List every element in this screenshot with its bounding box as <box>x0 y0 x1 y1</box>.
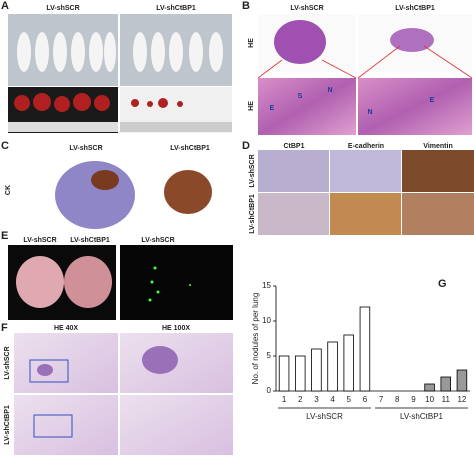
label: LV-shSCR <box>141 237 174 244</box>
group-label: LV-shCtBP1 <box>400 412 444 421</box>
panel-letter: E <box>1 230 8 242</box>
label: LV-shSCR <box>46 5 79 12</box>
y-tick-label: 5 <box>267 351 272 360</box>
region-mark: S <box>298 93 303 100</box>
lung <box>16 256 64 308</box>
x-tick-label: 12 <box>457 395 466 404</box>
zoom-line <box>321 59 357 79</box>
group-label: LV-shSCR <box>306 412 343 421</box>
bar <box>456 369 468 392</box>
row-label: LV-shSCR <box>249 154 256 187</box>
ihc <box>402 193 474 235</box>
mice <box>17 32 223 72</box>
label: LV-shCtBP1 <box>170 145 210 152</box>
lung-section <box>14 333 118 393</box>
ihc <box>258 193 329 235</box>
row-label: LV-shCtBP1 <box>249 194 256 234</box>
ihc <box>402 150 474 192</box>
x-tick-label: 11 <box>442 395 451 404</box>
label: LV-shCtBP1 <box>70 237 110 244</box>
lung-section <box>120 395 233 455</box>
x-tick-label: 6 <box>363 395 368 404</box>
label: LV-shCtBP1 <box>156 5 196 12</box>
nodule <box>37 364 53 376</box>
bar <box>327 341 338 392</box>
tissue <box>91 170 119 190</box>
panel-letter: D <box>242 140 250 152</box>
bar <box>294 355 306 392</box>
ruler <box>8 122 118 132</box>
y-axis-label: No. of nodules of per lung <box>251 293 260 385</box>
x-tick-label: 8 <box>395 395 400 404</box>
row-label: CK <box>5 185 12 195</box>
label: CtBP1 <box>283 143 304 150</box>
label: HE 100X <box>162 325 190 332</box>
ihc <box>330 150 401 192</box>
label: Vimentin <box>423 143 452 150</box>
label: LV-shSCR <box>23 237 56 244</box>
label: LV-shCtBP1 <box>184 237 224 244</box>
tissue <box>164 170 212 214</box>
x-tick-label: 2 <box>298 395 303 404</box>
micrograph <box>258 78 356 135</box>
x-tick-label: 4 <box>330 395 335 404</box>
bar <box>343 334 354 392</box>
y-tick-label: 10 <box>262 316 271 325</box>
x-tick-label: 10 <box>425 395 434 404</box>
x-tick-label: 9 <box>411 395 416 404</box>
label: LV-shSCR <box>69 145 102 152</box>
zoom-line <box>423 45 473 79</box>
y-tick-label: 0 <box>267 386 272 395</box>
bar <box>311 348 322 392</box>
x-tick-label: 1 <box>282 395 287 404</box>
x-tick-label: 5 <box>347 395 352 404</box>
panel-letter: G <box>438 278 447 290</box>
zoom-line <box>257 59 283 79</box>
zoom-box <box>29 359 69 383</box>
tumors <box>14 93 183 112</box>
row-label: HE <box>248 101 255 111</box>
zoom-line <box>357 45 401 79</box>
zoom-box <box>33 414 73 438</box>
nodules <box>148 266 191 302</box>
label: LV-shCtBP1 <box>395 5 435 12</box>
region-mark: E <box>270 105 275 112</box>
ihc <box>258 150 329 192</box>
y-tick-label: 15 <box>262 281 271 290</box>
panel-letter: A <box>1 0 9 12</box>
tissue <box>55 161 135 229</box>
label: E-cadherin <box>348 143 384 150</box>
x-tick-label: 7 <box>379 395 384 404</box>
bar <box>424 383 435 392</box>
region-mark: E <box>430 97 435 104</box>
row-label: LV-shCtBP1 <box>4 405 11 445</box>
bar <box>359 306 371 392</box>
micrograph <box>358 78 472 135</box>
lung-section <box>14 395 118 455</box>
fluorescence <box>120 245 233 320</box>
nodule <box>142 346 178 374</box>
region-mark: N <box>327 87 332 94</box>
x-tick-label: 3 <box>314 395 319 404</box>
lung <box>64 256 112 308</box>
row-label: HE <box>248 38 255 48</box>
bar <box>278 355 290 392</box>
tissue <box>390 28 434 52</box>
label: LV-shSCR <box>290 5 323 12</box>
panel-letter: C <box>1 140 9 152</box>
ruler <box>120 122 232 132</box>
tissue <box>274 20 326 64</box>
bar <box>440 376 451 392</box>
ihc <box>330 193 401 235</box>
panel-letter: F <box>1 322 8 334</box>
label: HE 40X <box>54 325 78 332</box>
panel-letter: B <box>242 0 250 12</box>
row-label: LV-shSCR <box>4 346 11 379</box>
region-mark: N <box>367 109 372 116</box>
